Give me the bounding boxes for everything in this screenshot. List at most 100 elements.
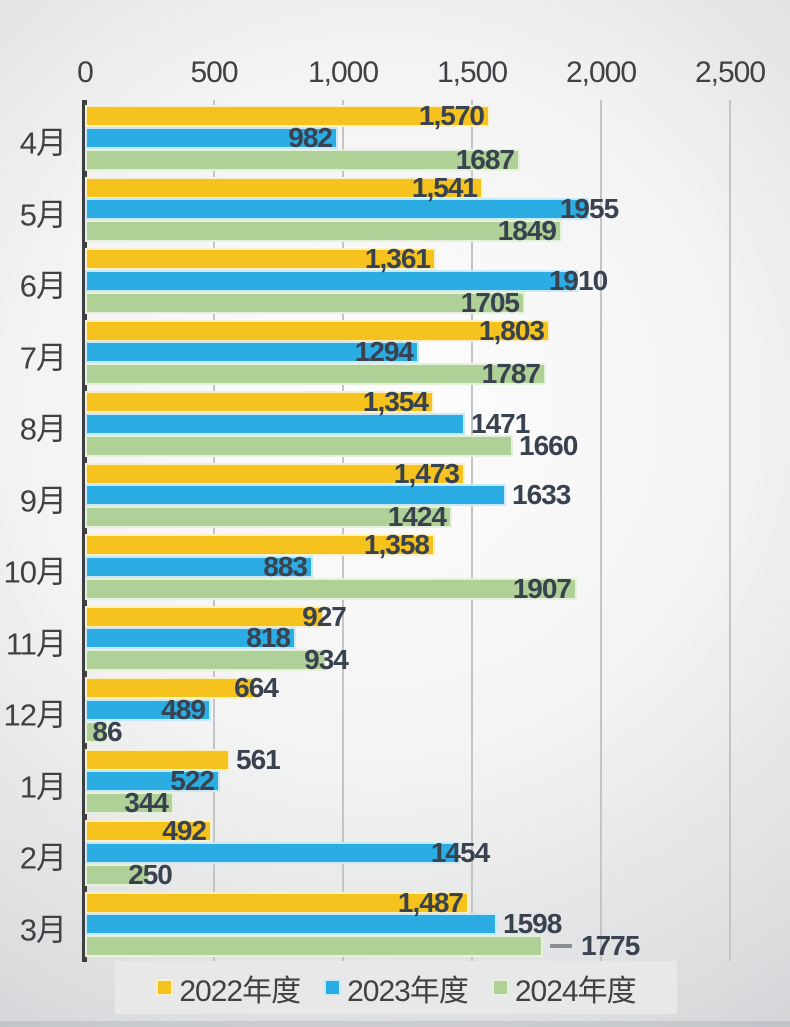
bar-value-label: 1660 <box>519 429 578 461</box>
bar-value-label: 1907 <box>512 572 572 604</box>
bar <box>85 341 419 364</box>
bar <box>85 462 465 485</box>
bar <box>85 220 562 243</box>
category-label: 5月 <box>19 197 67 232</box>
bar <box>85 363 546 386</box>
bar <box>85 291 525 314</box>
x-tick-label: 1,500 <box>436 56 508 89</box>
bar <box>85 506 452 529</box>
bar <box>85 105 490 127</box>
bar-value-label: 1955 <box>559 193 619 225</box>
bar <box>85 720 107 743</box>
x-tick-label: 0 <box>77 56 94 89</box>
bar-value-label: 561 <box>236 743 281 775</box>
bar-value-label: 492 <box>162 815 207 846</box>
x-tick-label: 500 <box>190 56 238 89</box>
bar-value-label: 1687 <box>455 143 515 175</box>
leader-line <box>550 944 572 949</box>
gridline <box>729 100 731 961</box>
bar-value-label: 883 <box>263 550 308 582</box>
bar-value-label: 1775 <box>581 930 640 962</box>
bar-value-label: 664 <box>234 672 279 703</box>
bar-value-label: 1,361 <box>364 243 431 274</box>
bar <box>85 577 577 600</box>
bar <box>85 841 460 864</box>
bar <box>85 605 324 628</box>
bar <box>85 770 220 793</box>
bar-value-label: 1471 <box>471 407 530 439</box>
bar <box>85 176 483 199</box>
bar-value-label: 1910 <box>548 264 608 296</box>
legend-swatch <box>491 979 509 996</box>
bar <box>85 412 465 435</box>
category-label: 7月 <box>19 340 67 375</box>
bar <box>85 627 296 650</box>
bar-value-label: 1424 <box>387 501 447 533</box>
legend-swatch <box>324 979 342 996</box>
x-tick-label: 2,000 <box>565 56 637 89</box>
category-label: 4月 <box>19 125 67 161</box>
gridline <box>471 100 473 961</box>
bar <box>85 555 313 578</box>
bar-value-label: 927 <box>302 600 347 632</box>
bar-value-label: 1,358 <box>363 529 430 560</box>
bar-value-label: 344 <box>124 787 169 819</box>
legend-label: 2022年度 <box>179 974 301 1008</box>
bar <box>85 269 578 292</box>
bar <box>85 126 338 149</box>
bar <box>85 698 211 721</box>
category-label: 11月 <box>5 626 67 661</box>
bar <box>85 792 174 815</box>
bar <box>85 148 520 171</box>
bar-value-label: 1,541 <box>411 171 478 203</box>
category-label: 1月 <box>19 769 67 804</box>
category-label: 10月 <box>3 554 67 590</box>
bar-value-label: 1294 <box>354 336 414 368</box>
bar-value-label: 1,487 <box>397 886 464 918</box>
bar <box>85 677 256 699</box>
bar-value-label: 489 <box>161 693 206 725</box>
category-label: 12月 <box>3 697 67 733</box>
bar <box>85 391 434 413</box>
bar-value-label: 1849 <box>497 215 557 247</box>
bar <box>85 748 230 771</box>
bar-value-label: 982 <box>288 121 333 153</box>
bar <box>85 198 589 221</box>
bar-value-label: 86 <box>92 715 122 747</box>
legend-item: 2024年度 <box>491 966 637 1010</box>
bar-value-label: 1633 <box>512 479 571 511</box>
bar <box>85 891 469 914</box>
legend-item: 2022年度 <box>156 966 301 1010</box>
gridline <box>342 100 344 961</box>
bar-value-label: 522 <box>170 765 215 797</box>
bar-value-label: 1,570 <box>418 100 485 131</box>
bar <box>85 935 543 958</box>
bar <box>85 319 550 342</box>
category-label: 6月 <box>19 268 67 304</box>
bar <box>85 534 435 556</box>
category-label: 3月 <box>19 912 67 947</box>
legend-label: 2024年度 <box>514 974 637 1008</box>
bar <box>85 649 326 672</box>
bar-value-label: 934 <box>304 644 349 676</box>
category-label: 9月 <box>19 483 67 518</box>
bar-value-label: 1,473 <box>393 457 460 489</box>
bar-value-label: 1598 <box>503 908 562 940</box>
legend-swatch <box>156 979 174 996</box>
legend-label: 2023年度 <box>347 974 469 1008</box>
bar-value-label: 1,803 <box>478 314 545 346</box>
bar <box>85 248 436 270</box>
gridline <box>600 100 602 961</box>
x-tick-label: 1,000 <box>307 56 379 89</box>
bar <box>85 913 497 936</box>
bar-value-label: 818 <box>246 622 291 654</box>
gridline <box>213 100 215 961</box>
legend-item: 2023年度 <box>324 966 469 1010</box>
category-label: 2月 <box>19 840 67 876</box>
bar-value-label: 1705 <box>460 286 520 318</box>
page-bottom-shadow <box>0 1021 790 1027</box>
legend: 2022年度 2023年度 2024年度 <box>115 961 677 1014</box>
x-tick-label: 2,500 <box>694 56 766 89</box>
bar <box>85 863 150 886</box>
